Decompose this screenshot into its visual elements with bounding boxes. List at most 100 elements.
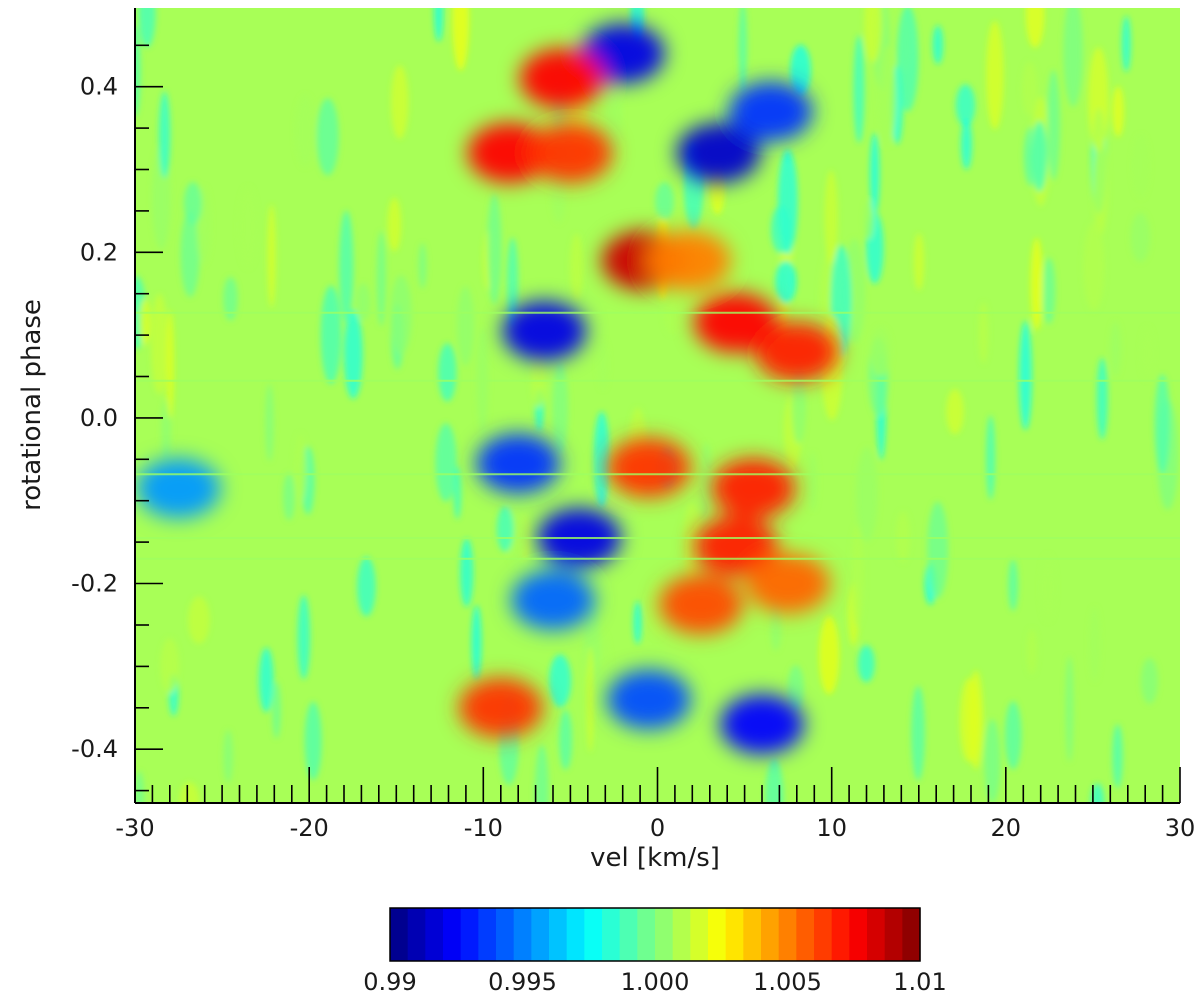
colorbar-segment <box>672 908 691 961</box>
colorbar-segment <box>849 908 868 961</box>
texture-blob <box>223 730 233 783</box>
colorbar-segment <box>496 908 515 961</box>
texture-blob <box>160 638 179 694</box>
texture-blob <box>870 326 891 377</box>
heatmap-feature <box>502 301 587 361</box>
colorbar <box>389 907 921 962</box>
texture-blob <box>1042 257 1056 324</box>
heatmap-feature <box>606 669 691 730</box>
texture-blob <box>460 538 474 607</box>
y-tick-label: 0.4 <box>80 73 118 101</box>
texture-blob <box>135 25 141 117</box>
heatmap-feature <box>606 437 691 498</box>
colorbar-segment <box>443 908 462 961</box>
colorbar-segment <box>584 908 603 961</box>
heatmap-feature <box>511 570 595 631</box>
texture-blob <box>984 719 1001 803</box>
colorbar-segment <box>778 908 797 961</box>
texture-blob <box>818 616 840 695</box>
texture-blob <box>699 442 714 521</box>
texture-blob <box>1141 658 1158 704</box>
texture-blob <box>851 525 864 627</box>
colorbar-segment <box>814 908 833 961</box>
texture-blob <box>1030 237 1043 331</box>
heatmap-feature <box>728 81 813 142</box>
texture-blob <box>771 205 792 254</box>
texture-blob <box>166 310 175 419</box>
texture-blob <box>487 193 502 305</box>
colorbar-tick-label: 1.000 <box>621 968 690 996</box>
texture-blob <box>655 182 674 221</box>
heatmap-feature <box>720 694 804 755</box>
texture-blob <box>188 596 210 644</box>
x-tick-labels: -30 -20 -10 0 10 20 30 <box>115 814 1195 842</box>
texture-blob <box>1004 701 1022 770</box>
observation-gaps <box>135 311 1180 560</box>
texture-blob <box>387 197 402 252</box>
texture-blob <box>549 654 572 708</box>
texture-blob <box>376 231 386 326</box>
colorbar-segment <box>655 908 674 961</box>
texture-blob <box>138 8 156 48</box>
texture-blob <box>320 285 342 384</box>
texture-blob <box>790 44 811 95</box>
heatmap-feature <box>580 23 665 84</box>
texture-blob <box>1093 134 1108 236</box>
texture-blob <box>438 343 457 402</box>
texture-blob <box>1096 357 1108 440</box>
texture-blob <box>304 701 322 781</box>
x-tick-label: 30 <box>1165 814 1196 842</box>
texture-blob <box>864 200 874 240</box>
colorbar-segment <box>407 908 426 961</box>
texture-blob <box>986 415 996 500</box>
texture-blob <box>506 491 528 567</box>
texture-blob <box>343 309 363 399</box>
texture-blob <box>496 506 514 552</box>
texture-blob <box>435 423 457 502</box>
texture-blob <box>259 647 274 713</box>
colorbar-segment <box>637 908 656 961</box>
heatmap-feature <box>519 48 604 109</box>
texture-blob <box>1112 724 1123 788</box>
colorbar-tick-label: 1.005 <box>753 968 822 996</box>
texture-blob <box>787 665 804 712</box>
colorbar-segment <box>531 908 550 961</box>
texture-blob <box>151 293 168 395</box>
colorbar-segment <box>884 908 903 961</box>
colorbar-segment <box>566 908 585 961</box>
colorbar-segment <box>425 908 444 961</box>
texture-blob <box>853 35 865 144</box>
heatmap-features <box>136 23 839 755</box>
texture-blob <box>1088 47 1109 153</box>
texture-blob <box>180 210 200 297</box>
texture-blob <box>1141 327 1154 381</box>
texture-blob <box>184 182 202 225</box>
texture-blob <box>294 433 307 503</box>
texture-blob <box>434 8 444 42</box>
texture-blob <box>316 98 339 176</box>
x-axis-title: vel [km/s] <box>590 843 720 873</box>
texture-blob <box>239 187 257 268</box>
texture-blob <box>453 466 462 520</box>
x-tick-label: -20 <box>290 814 329 842</box>
x-tick-label: 20 <box>991 814 1022 842</box>
texture-blob <box>452 8 470 71</box>
texture-blob <box>978 302 989 364</box>
texture-blob <box>960 118 973 170</box>
texture-blob <box>765 759 784 803</box>
heatmap-feature <box>467 122 552 183</box>
y-tick-label: 0.2 <box>80 238 118 266</box>
texture-blob <box>986 20 1004 130</box>
texture-blob <box>913 233 925 291</box>
texture-blob <box>927 501 949 599</box>
texture-blob <box>139 298 151 346</box>
colorbar-segment <box>460 908 479 961</box>
texture-blob <box>297 595 311 680</box>
texture-blob <box>283 472 295 521</box>
texture-blob <box>569 233 584 302</box>
colorbar-segment <box>867 908 886 961</box>
texture-blob <box>869 133 880 216</box>
heatmap-feature <box>754 321 839 382</box>
y-tick-label: 0.0 <box>80 404 118 432</box>
texture-blob <box>1041 554 1055 621</box>
